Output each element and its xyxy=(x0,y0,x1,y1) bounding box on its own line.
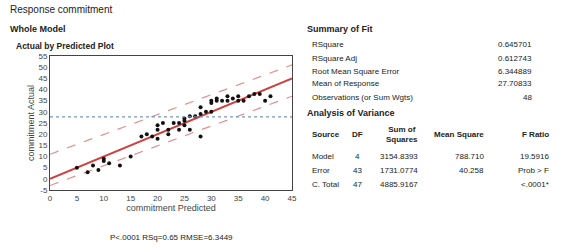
svg-text:Source: Source xyxy=(312,130,340,139)
svg-text:commitment Predicted: commitment Predicted xyxy=(126,203,216,213)
svg-text:25: 25 xyxy=(180,194,189,203)
svg-text:25: 25 xyxy=(38,119,47,128)
svg-text:RSquare: RSquare xyxy=(312,40,344,49)
svg-text:55: 55 xyxy=(38,52,47,61)
svg-text:-5: -5 xyxy=(40,186,48,195)
svg-text:50: 50 xyxy=(38,63,47,72)
svg-text:788.710: 788.710 xyxy=(455,152,484,161)
svg-text:0: 0 xyxy=(43,175,48,184)
svg-text:DF: DF xyxy=(352,130,363,139)
svg-text:10: 10 xyxy=(38,152,47,161)
svg-text:10: 10 xyxy=(99,194,108,203)
svg-text:Mean Square: Mean Square xyxy=(434,130,484,139)
svg-text:45: 45 xyxy=(38,74,47,83)
svg-text:Response commitment: Response commitment xyxy=(10,4,112,15)
svg-text:0.645701: 0.645701 xyxy=(498,40,532,49)
svg-text:Actual by Predicted Plot: Actual by Predicted Plot xyxy=(16,41,114,51)
svg-text:40: 40 xyxy=(261,194,270,203)
svg-text:0.612743: 0.612743 xyxy=(498,54,532,63)
svg-text:35: 35 xyxy=(234,194,243,203)
svg-text:5: 5 xyxy=(75,194,80,203)
svg-text:30: 30 xyxy=(207,194,216,203)
svg-text:27.70833: 27.70833 xyxy=(498,79,532,88)
svg-text:0: 0 xyxy=(48,194,53,203)
svg-text:F Ratio: F Ratio xyxy=(522,130,549,139)
svg-text:40: 40 xyxy=(38,85,47,94)
svg-text:Whole Model: Whole Model xyxy=(10,24,66,34)
svg-text:1731.0774: 1731.0774 xyxy=(380,166,418,175)
svg-text:35: 35 xyxy=(38,96,47,105)
svg-text:20: 20 xyxy=(153,194,162,203)
svg-text:Sum ofSquares: Sum ofSquares xyxy=(386,125,418,144)
svg-text:20: 20 xyxy=(38,130,47,139)
svg-text:47: 47 xyxy=(353,180,362,189)
svg-text:4: 4 xyxy=(355,152,360,161)
svg-text:6.344889: 6.344889 xyxy=(498,67,532,76)
svg-text:commitment Actual: commitment Actual xyxy=(26,85,36,161)
svg-text:40.258: 40.258 xyxy=(459,166,484,175)
svg-text:30: 30 xyxy=(38,108,47,117)
svg-text:Observations (or Sum Wgts): Observations (or Sum Wgts) xyxy=(312,93,413,102)
svg-text:RSquare Adj: RSquare Adj xyxy=(312,54,357,63)
svg-text:P<.0001 RSq=0.65 RMSE=6.3449: P<.0001 RSq=0.65 RMSE=6.3449 xyxy=(110,233,233,242)
svg-text:15: 15 xyxy=(38,141,47,150)
svg-text:Root Mean Square Error: Root Mean Square Error xyxy=(312,67,399,76)
svg-text:19.5916: 19.5916 xyxy=(520,152,549,161)
svg-text:43: 43 xyxy=(353,166,362,175)
svg-text:Analysis of Variance: Analysis of Variance xyxy=(307,108,395,118)
svg-text:Mean of Response: Mean of Response xyxy=(312,79,380,88)
svg-text:C. Total: C. Total xyxy=(312,180,339,189)
svg-text:48: 48 xyxy=(523,93,532,102)
svg-text:Model: Model xyxy=(312,152,334,161)
svg-text:<.0001*: <.0001* xyxy=(521,180,549,189)
svg-text:Prob > F: Prob > F xyxy=(518,166,549,175)
svg-text:5: 5 xyxy=(43,163,48,172)
svg-text:Summary of Fit: Summary of Fit xyxy=(307,24,373,34)
svg-text:4885.9167: 4885.9167 xyxy=(380,180,418,189)
svg-text:Error: Error xyxy=(312,166,330,175)
svg-text:3154.8393: 3154.8393 xyxy=(380,152,418,161)
svg-text:15: 15 xyxy=(126,194,135,203)
svg-text:45: 45 xyxy=(288,194,297,203)
